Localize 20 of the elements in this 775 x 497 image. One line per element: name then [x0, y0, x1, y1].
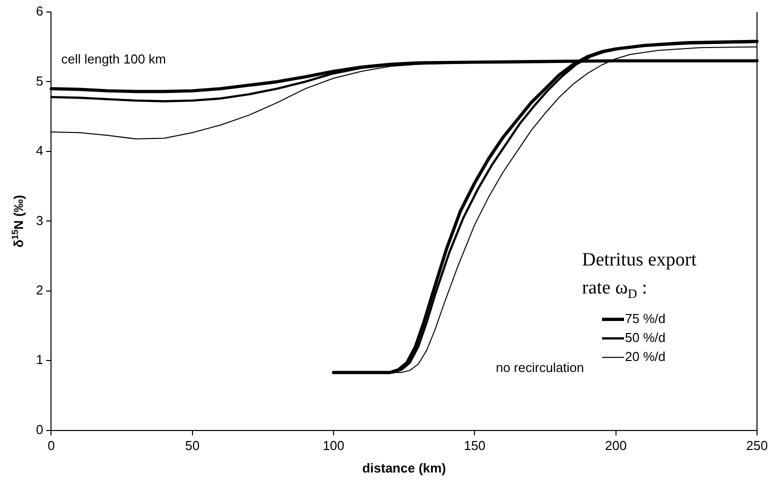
x-tick-label: 50 [185, 438, 200, 453]
x-tick-label: 150 [464, 438, 486, 453]
x-axis-title: distance (km) [362, 460, 446, 476]
x-tick-label: 0 [48, 438, 55, 453]
x-tick-label: 250 [746, 438, 768, 453]
legend-label: 50 %/d [625, 330, 666, 345]
y-tick-label: 1 [36, 352, 44, 368]
legend-label: 20 %/d [625, 348, 666, 364]
y-tick-label: 5 [36, 73, 44, 88]
y-tick-label: 6 [36, 4, 44, 19]
y-tick-label: 0 [36, 422, 44, 437]
y-axis-title: δ15N (‰) [10, 194, 26, 248]
annotation: no recirculation [496, 360, 584, 375]
legend-label: 75 %/d [625, 310, 666, 326]
y-tick-label: 2 [36, 282, 44, 298]
x-tick-label: 200 [604, 438, 627, 453]
y-tick-label: 3 [36, 212, 44, 228]
x-tick-label: 100 [322, 438, 344, 453]
y-tick-label: 4 [36, 143, 44, 158]
annotation: cell length 100 km [61, 52, 166, 67]
